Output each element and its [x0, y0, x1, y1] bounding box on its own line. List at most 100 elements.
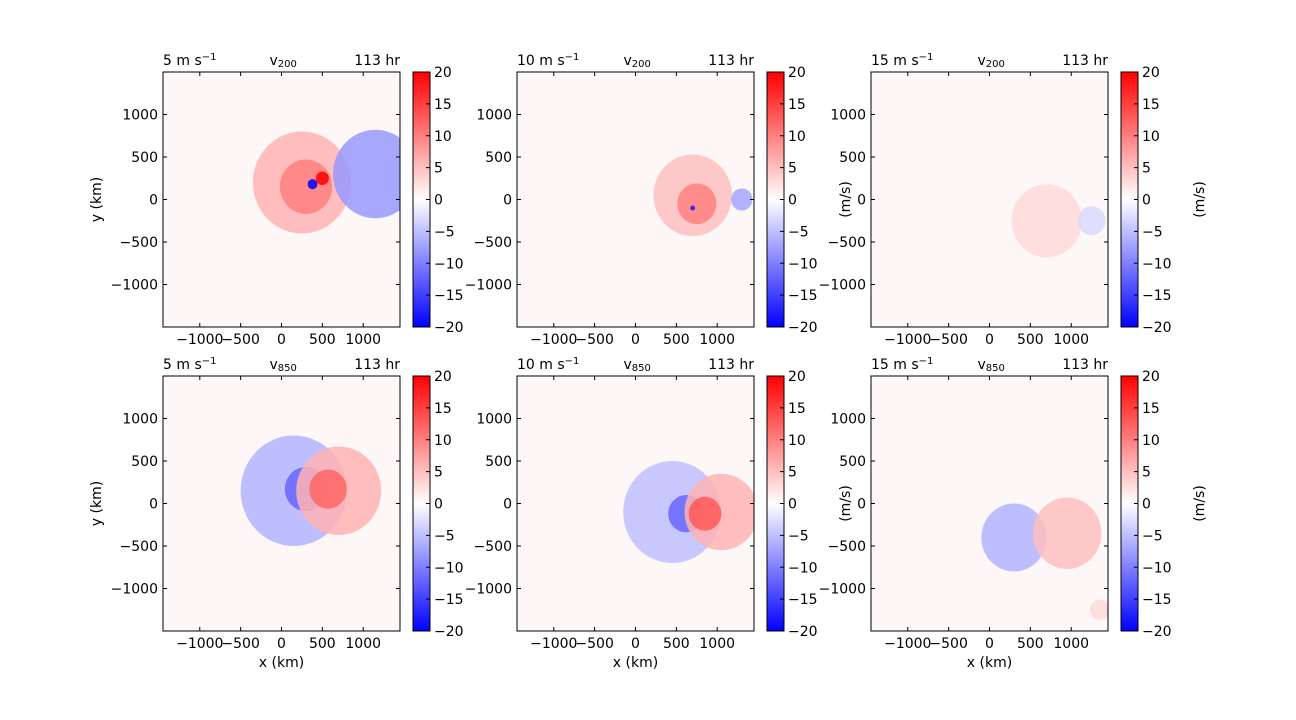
panel-title-right: 113 hr — [1062, 53, 1108, 69]
y-tick-label: −1000 — [465, 278, 512, 294]
x-tick-label: 1000 — [345, 636, 381, 652]
x-tick-label: 500 — [309, 636, 336, 652]
colorbar-tick-label: 5 — [434, 465, 443, 481]
colorbar-tick-label: 20 — [1142, 369, 1160, 385]
colorbar-tick-label: 10 — [1142, 433, 1160, 449]
x-tick-label: −1000 — [884, 636, 931, 652]
colorbar-tick-label: −15 — [434, 592, 464, 608]
colorbar-tick-label: −5 — [1142, 224, 1163, 240]
colorbar-tick-label: 15 — [788, 401, 806, 417]
x-tick-label: 500 — [663, 636, 690, 652]
x-tick-label: 1000 — [699, 636, 735, 652]
x-tick-label: −500 — [221, 332, 259, 348]
y-tick-label: −500 — [828, 235, 866, 251]
colorbar-tick-label: 5 — [788, 465, 797, 481]
panel-title-center: v850 — [624, 357, 651, 374]
x-tick-label: 500 — [309, 332, 336, 348]
x-tick-label: 500 — [1017, 332, 1044, 348]
colorbar-tick-label: 0 — [1142, 497, 1151, 513]
colorbar-tick-label: −5 — [434, 528, 455, 544]
colorbar-tick-label: −5 — [1142, 528, 1163, 544]
colorbar-tick-label: 0 — [788, 193, 797, 209]
colorbar-tick-label: −20 — [1142, 624, 1172, 640]
y-tick-label: 500 — [485, 454, 512, 470]
panel-title-right: 113 hr — [354, 53, 400, 69]
colorbar-tick-label: −20 — [434, 320, 464, 336]
y-tick-label: 1000 — [122, 412, 158, 428]
x-tick-label: −500 — [575, 636, 613, 652]
colorbar-tick-label: 5 — [1142, 161, 1151, 177]
negative-velocity-region — [731, 188, 753, 211]
colorbar-tick-label: −20 — [788, 320, 818, 336]
panel-title-right: 113 hr — [708, 53, 754, 69]
x-tick-label: −500 — [221, 636, 259, 652]
colorbar-tick-label: −20 — [788, 624, 818, 640]
x-tick-label: −1000 — [530, 332, 577, 348]
colorbar-tick-label: −10 — [788, 560, 818, 576]
negative-velocity-region — [307, 179, 318, 190]
colorbar-tick-label: 20 — [434, 65, 452, 81]
y-tick-label: −500 — [120, 539, 158, 555]
colorbar-tick-label: 10 — [788, 433, 806, 449]
panel-title-center: v200 — [978, 53, 1005, 70]
x-tick-label: −1000 — [884, 332, 931, 348]
y-tick-label: 500 — [839, 150, 866, 166]
colorbar-tick-label: −10 — [1142, 560, 1172, 576]
y-tick-label: 1000 — [122, 108, 158, 124]
colorbar-tick-label: 10 — [788, 129, 806, 145]
colorbar-label: (m/s) — [1192, 181, 1208, 218]
y-tick-label: 0 — [149, 497, 158, 513]
y-tick-label: 0 — [857, 193, 866, 209]
negative-velocity-region — [981, 503, 1047, 572]
y-tick-label: 0 — [149, 193, 158, 209]
x-tick-label: 0 — [631, 636, 640, 652]
colorbar-tick-label: 15 — [434, 97, 452, 113]
y-tick-label: 500 — [839, 454, 866, 470]
colorbar-tick-label: −10 — [434, 560, 464, 576]
colorbar-tick-label: 10 — [434, 433, 452, 449]
positive-velocity-region — [309, 469, 347, 509]
positive-velocity-region — [279, 159, 333, 214]
panel-title-center: v200 — [624, 53, 651, 70]
x-tick-label: 1000 — [1053, 636, 1089, 652]
colorbar-tick-label: −5 — [434, 224, 455, 240]
x-tick-label: 0 — [985, 636, 994, 652]
x-axis-label: x (km) — [613, 655, 658, 671]
x-tick-label: 500 — [663, 332, 690, 348]
colorbar-tick-label: −5 — [788, 224, 809, 240]
panel-title-center: v850 — [978, 357, 1005, 374]
x-tick-label: −500 — [575, 332, 613, 348]
y-axis-label: y (km) — [89, 481, 105, 526]
colorbar-tick-label: 20 — [788, 369, 806, 385]
colorbar-tick-label: 15 — [1142, 97, 1160, 113]
panel-title-right: 113 hr — [354, 357, 400, 373]
colorbar-tick-label: 0 — [788, 497, 797, 513]
field-features — [240, 435, 382, 546]
panel-title-left: 10 m s−1 — [517, 52, 579, 69]
colorbar-tick-label: −10 — [788, 256, 818, 272]
colorbar-tick-label: 5 — [1142, 465, 1151, 481]
colorbar-tick-label: 15 — [788, 97, 806, 113]
y-tick-label: 500 — [131, 454, 158, 470]
x-tick-label: 0 — [631, 332, 640, 348]
panel-title-right: 113 hr — [708, 357, 754, 373]
colorbar-tick-label: −20 — [434, 624, 464, 640]
field-features — [1011, 184, 1106, 258]
panel-title-left: 5 m s−1 — [163, 356, 217, 373]
colorbar-tick-label: −15 — [788, 288, 818, 304]
y-tick-label: 1000 — [830, 412, 866, 428]
colorbar-tick-label: 5 — [788, 161, 797, 177]
colorbar-label: (m/s) — [1192, 485, 1208, 522]
x-axis-label: x (km) — [967, 655, 1012, 671]
y-axis-label: y (km) — [89, 177, 105, 222]
positive-velocity-region — [688, 496, 722, 531]
y-tick-label: 500 — [485, 150, 512, 166]
positive-velocity-region — [315, 171, 329, 186]
negative-velocity-region — [332, 129, 400, 219]
positive-velocity-region — [1032, 497, 1102, 569]
colorbar-tick-label: −15 — [434, 288, 464, 304]
x-tick-label: 500 — [1017, 636, 1044, 652]
x-tick-label: 0 — [277, 636, 286, 652]
field-features — [981, 497, 1108, 620]
